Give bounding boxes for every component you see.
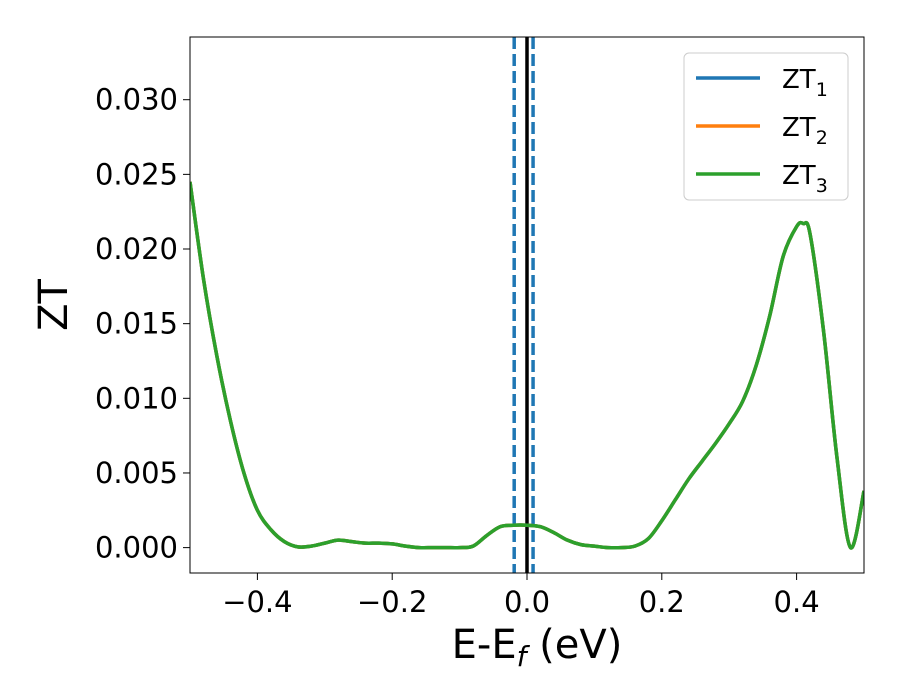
x-axis: −0.4 −0.2 0.0 0.2 0.4 xyxy=(222,573,820,619)
legend-label-zt1: ZT1 xyxy=(782,65,828,101)
y-tick-label: 0.000 xyxy=(95,531,178,565)
series-lines xyxy=(190,181,864,550)
y-tick-label: 0.005 xyxy=(95,456,178,490)
fermi-markers xyxy=(512,37,535,573)
x-tick-label: 0.0 xyxy=(504,585,550,619)
y-tick-label: 0.015 xyxy=(95,307,178,341)
y-axis-label: ZT xyxy=(31,279,77,331)
legend-label-zt3: ZT3 xyxy=(782,161,828,197)
y-tick-label: 0.010 xyxy=(95,381,178,415)
y-tick-label: 0.030 xyxy=(95,83,178,117)
y-axis: 0.000 0.005 0.010 0.015 0.020 0.025 0.030 xyxy=(95,83,190,565)
x-tick-label: −0.4 xyxy=(222,585,292,619)
legend-label-zt2: ZT2 xyxy=(782,113,828,149)
x-axis-label: E-Ef (eV) xyxy=(452,622,623,673)
y-tick-label: 0.020 xyxy=(95,232,178,266)
legend: ZT1 ZT2 ZT3 xyxy=(683,52,849,201)
x-tick-label: 0.2 xyxy=(639,585,685,619)
x-tick-label: −0.2 xyxy=(357,585,427,619)
series-line-zt3 xyxy=(190,181,864,550)
y-tick-label: 0.025 xyxy=(95,157,178,191)
x-tick-label: 0.4 xyxy=(774,585,820,619)
legend-box xyxy=(683,52,849,201)
